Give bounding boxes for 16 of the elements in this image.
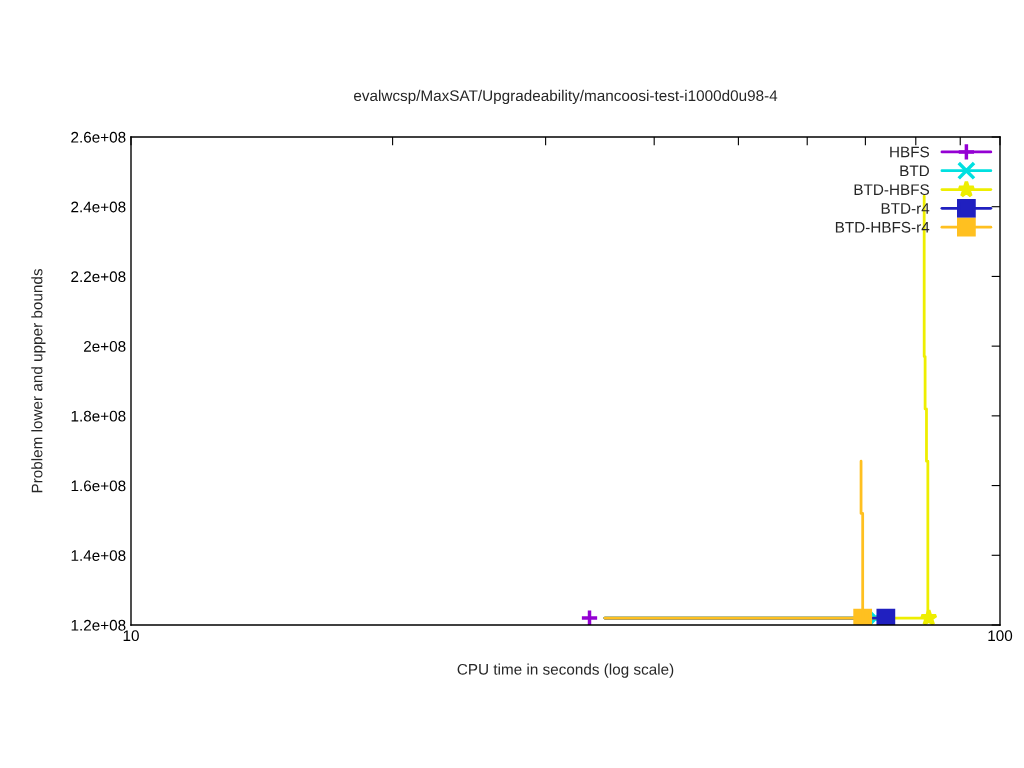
y-tick-label: 1.6e+08 (71, 480, 126, 492)
y-tick-label: 2e+08 (84, 341, 126, 352)
y-tick-label: 2.4e+08 (71, 201, 126, 213)
legend-label: BTD-HBFS (854, 184, 930, 196)
x-tick-label: 100 (988, 630, 1013, 642)
y-axis-title: Problem lower and upper bounds (31, 269, 46, 493)
y-tick-label: 2.2e+08 (71, 271, 126, 283)
x-axis-title: CPU time in seconds (log scale) (457, 663, 674, 678)
chart-title: evalwcsp/MaxSAT/Upgradeability/mancoosi-test-i1000d0u98-4 (354, 89, 778, 105)
legend-label: HBFS (890, 146, 930, 158)
x-tick-label: 10 (123, 630, 139, 642)
y-tick-label: 2.6e+08 (71, 131, 126, 143)
y-tick-label: 1.2e+08 (71, 619, 126, 631)
y-tick-label: 1.4e+08 (71, 550, 126, 561)
y-tick-label: 1.8e+08 (71, 410, 126, 422)
legend-label: BTD (900, 165, 929, 177)
